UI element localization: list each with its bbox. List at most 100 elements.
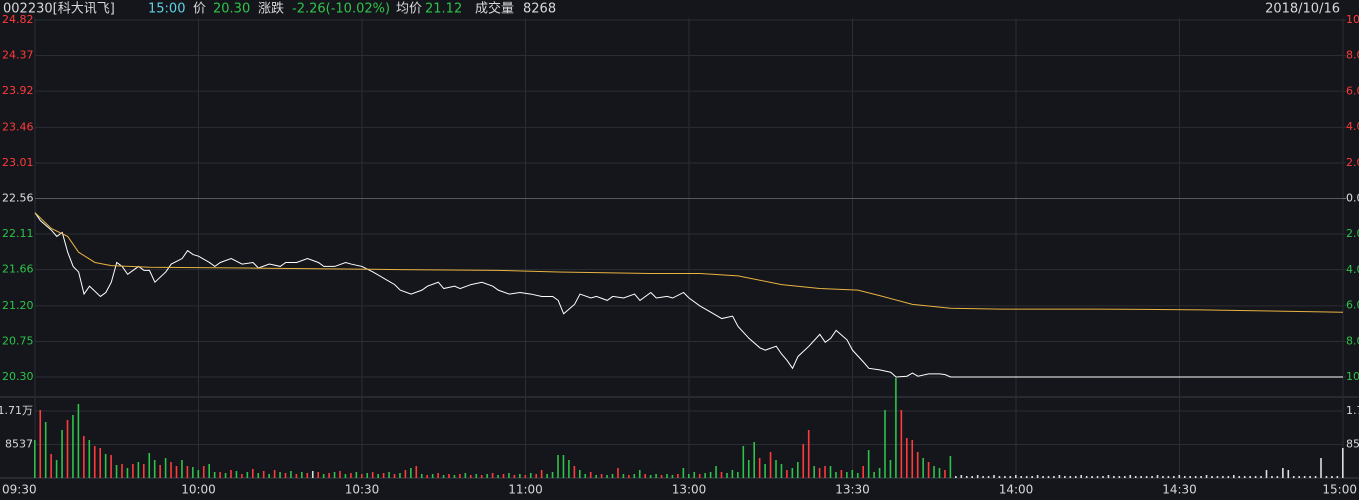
volume-bar — [840, 470, 843, 478]
stat-label: 价 — [193, 2, 206, 17]
volume-bar — [1303, 476, 1306, 478]
volume-bar — [916, 452, 919, 478]
volume-bar — [1336, 476, 1339, 478]
volume-bar — [442, 475, 445, 478]
volume-bar — [306, 473, 309, 478]
volume-bar — [437, 473, 439, 478]
volume-bar — [1145, 476, 1148, 478]
volume-bar — [622, 474, 625, 478]
volume-bar — [927, 462, 930, 478]
volume-bar — [415, 466, 418, 478]
volume-bar — [960, 475, 963, 478]
volume-bar — [1309, 476, 1311, 478]
volume-bar — [371, 472, 374, 478]
stat-value: -2.26(-10.02%) — [292, 2, 390, 17]
volume-bar — [1096, 476, 1099, 478]
volume-bar — [971, 476, 973, 478]
volume-bar — [170, 462, 172, 478]
volume-bar — [1243, 476, 1246, 478]
x-tick-label: 10:00 — [181, 483, 216, 497]
volume-bar — [361, 474, 363, 478]
volume-bar — [322, 474, 325, 478]
volume-bar — [764, 464, 766, 478]
volume-bar — [148, 453, 151, 478]
volume-bar — [115, 465, 118, 478]
volume-bar — [1265, 470, 1268, 478]
volume-bar — [1053, 476, 1055, 478]
volume-bar — [889, 460, 892, 478]
x-tick-label: 11:00 — [508, 483, 543, 497]
volume-bar — [818, 468, 821, 478]
volume-bar — [1020, 476, 1023, 478]
x-tick-label: 10:30 — [345, 483, 380, 497]
volume-bar — [911, 440, 914, 478]
volume-bar — [224, 473, 227, 478]
volume-bar — [1260, 476, 1262, 478]
volume-bar — [55, 460, 58, 478]
volume-bar — [61, 430, 63, 478]
volume-bar — [802, 444, 805, 478]
volume-bar — [938, 468, 941, 478]
volume-bar — [1200, 476, 1202, 478]
volume-bar — [470, 475, 472, 478]
volume-bar — [747, 460, 750, 478]
volume-bar — [769, 452, 772, 478]
volume-bar — [884, 410, 886, 478]
x-tick-label: 15:00 — [1322, 483, 1357, 497]
volume-bar — [829, 466, 832, 478]
y2-tick-label: 10.00% — [1346, 13, 1359, 26]
volume-bar — [355, 472, 358, 478]
volume-bar — [295, 474, 298, 478]
volume-bar — [164, 458, 167, 478]
volume-bar — [867, 450, 870, 478]
volume-bar — [175, 466, 178, 478]
volume-bar — [1042, 476, 1044, 478]
volume-bar — [1118, 476, 1121, 478]
stat-value: 20.30 — [213, 2, 250, 17]
volume-bar — [666, 474, 668, 478]
volume-bar — [895, 378, 897, 478]
volume-bar — [1025, 476, 1028, 478]
volume-bar — [758, 458, 761, 478]
y2-tick-label: 10.00% — [1346, 370, 1359, 383]
volume-bar — [709, 472, 712, 478]
volume-bar — [88, 440, 91, 478]
y-tick-label: 22.11 — [2, 227, 34, 240]
volume-bar — [50, 454, 52, 478]
volume-bar — [519, 474, 521, 478]
volume-bar — [480, 475, 483, 478]
volume-bar — [126, 468, 129, 478]
y2-tick-label: 2.00% — [1346, 227, 1359, 240]
volume-bar — [557, 455, 559, 478]
volume-bar — [382, 473, 385, 478]
x-tick-label: 14:00 — [999, 483, 1034, 497]
volume-bar — [252, 469, 254, 478]
volume-bar — [878, 468, 881, 478]
volume-bar — [987, 476, 990, 478]
volume-bar — [273, 470, 276, 478]
y-tick-label: 20.75 — [2, 334, 34, 347]
volume-bar — [851, 470, 854, 478]
volume-bar — [922, 458, 924, 478]
volume-bar — [1216, 476, 1219, 478]
volume-bar — [202, 466, 205, 478]
volume-bar — [1156, 475, 1159, 478]
volume-bar — [197, 470, 200, 478]
volume-bar — [268, 474, 270, 478]
volume-bar — [780, 464, 783, 478]
volume-bar — [1107, 475, 1110, 478]
volume-bar — [715, 466, 717, 478]
x-tick-label: 13:30 — [835, 483, 870, 497]
volume-bar — [693, 472, 696, 478]
volume-bar — [1151, 476, 1153, 478]
volume-bar — [611, 474, 614, 478]
volume-bar — [704, 473, 706, 478]
volume-bar — [1227, 476, 1230, 478]
volume-bar — [1102, 476, 1104, 478]
x-tick-label: 14:30 — [1162, 483, 1197, 497]
volume-bar — [644, 474, 646, 478]
volume-bar — [44, 422, 47, 478]
volume-bar — [737, 472, 739, 478]
stat-value: 21.12 — [425, 2, 462, 17]
volume-bar — [497, 475, 499, 478]
